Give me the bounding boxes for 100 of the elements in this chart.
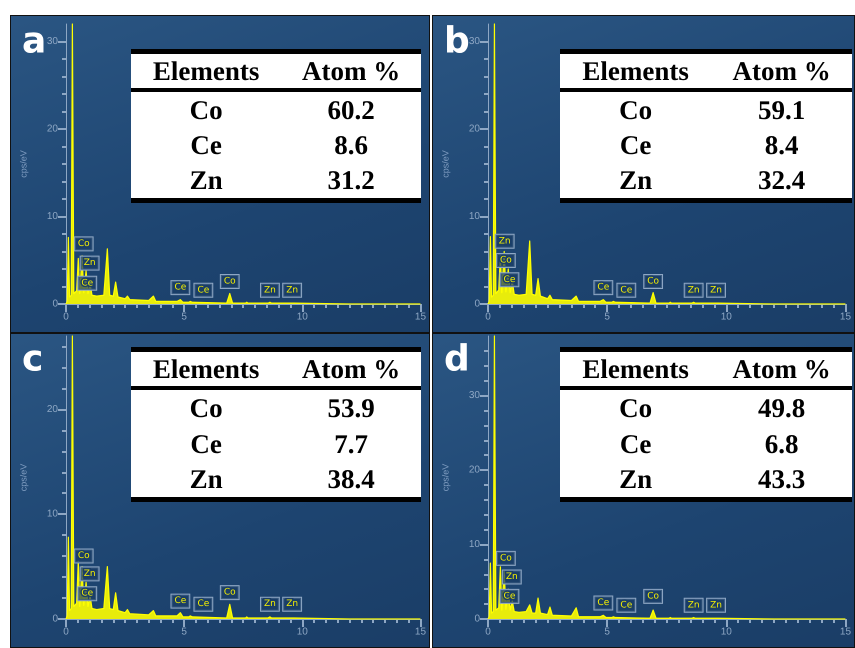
annotation: Ce [81, 588, 94, 599]
annotation: Co [500, 553, 512, 564]
annotation: Ce [620, 600, 633, 610]
y-tick-label: 20 [468, 464, 480, 476]
data-label: 8.4 [764, 129, 800, 162]
y-axis-title: cps/eV [440, 150, 450, 178]
annotation: Zn [506, 572, 518, 582]
annotation: Zn [498, 236, 511, 246]
chart-title: c [22, 338, 44, 380]
annotation: Ce [197, 285, 210, 296]
x-tick-label: 15 [840, 626, 852, 638]
text: Atom % [281, 54, 421, 90]
x-tick-label: 15 [414, 312, 426, 322]
annotation: Co [78, 550, 90, 561]
annotation: Co [78, 238, 90, 249]
data-label: 6.8 [764, 428, 800, 461]
annotation: Co [224, 276, 236, 286]
data-label: 38.4 [326, 463, 376, 496]
category-label: Ce [618, 428, 652, 461]
annotation: Zn [688, 285, 700, 296]
text: Atom % [711, 352, 852, 388]
data-label: 59.1 [757, 94, 806, 127]
category-label: Zn [188, 463, 224, 496]
data-label: 32.4 [757, 164, 806, 198]
annotation: Co [224, 588, 236, 598]
annotation: Zn [710, 600, 722, 610]
x-tick-label: 10 [720, 626, 732, 638]
y-tick-label: 30 [468, 390, 480, 402]
category-label: Zn [618, 463, 654, 496]
chart-title: a [22, 20, 46, 62]
y-axis-title: cps/eV [18, 150, 28, 178]
annotation: Ce [504, 591, 516, 602]
y-tick-label: 0 [474, 298, 480, 310]
x-tick-label: 5 [604, 312, 610, 322]
annotation: Zn [286, 285, 298, 296]
category-label: Ce [189, 129, 223, 162]
x-tick-label: 0 [485, 626, 492, 638]
y-tick-label: 0 [52, 614, 58, 624]
x-tick-label: 0 [63, 626, 70, 638]
annotation: Zn [84, 258, 96, 268]
annotation: Co [647, 591, 660, 602]
annotation: Zn [688, 600, 700, 610]
text: Atom % [281, 352, 421, 388]
y-tick-label: 0 [52, 298, 58, 310]
text: Elements [131, 54, 282, 90]
y-tick-label: 30 [46, 36, 58, 47]
y-tick-label: 20 [468, 124, 480, 134]
x-tick-label: 10 [296, 626, 308, 638]
y-axis-title: cps/eV [18, 464, 28, 492]
y-axis-title: cps/eV [440, 464, 450, 492]
y-tick-label: 10 [468, 211, 480, 222]
x-tick-label: 0 [485, 312, 492, 322]
data-label: 8.6 [333, 129, 369, 162]
text: Elements [131, 352, 282, 388]
annotation: Ce [597, 598, 610, 608]
x-tick-label: 10 [720, 312, 732, 322]
category-label: Co [188, 94, 224, 127]
category-label: Ce [189, 428, 223, 461]
annotation: Zn [264, 599, 276, 610]
category-label: Ce [618, 129, 652, 162]
x-tick-label: 5 [604, 626, 610, 638]
y-tick-label: 10 [46, 508, 58, 520]
annotation: Ce [197, 599, 210, 610]
category-label: Zn [188, 164, 224, 198]
data-label: 60.2 [326, 94, 376, 127]
annotation: Ce [174, 282, 187, 293]
data-label: 49.8 [757, 392, 806, 425]
text: Elements [560, 352, 712, 388]
annotation: Ce [81, 278, 94, 288]
y-tick-label: 10 [46, 211, 58, 222]
annotation: Co [500, 256, 512, 266]
annotation: Zn [286, 599, 298, 610]
y-tick-label: 20 [46, 124, 58, 134]
x-tick-label: 15 [414, 626, 426, 638]
annotation: Ce [174, 596, 187, 606]
text: Elements [560, 54, 712, 90]
x-tick-label: 5 [181, 312, 188, 322]
annotation: Ce [620, 285, 633, 296]
annotation: Zn [710, 285, 722, 296]
category-label: Zn [618, 164, 654, 198]
chart-title: d [444, 338, 470, 380]
category-label: Co [618, 94, 654, 127]
x-tick-label: 10 [296, 312, 308, 322]
y-tick-label: 0 [474, 614, 480, 624]
data-label: 7.7 [333, 428, 369, 461]
annotation: Zn [264, 285, 276, 296]
annotation: Zn [84, 568, 96, 579]
x-tick-label: 15 [840, 312, 852, 322]
y-tick-label: 10 [468, 539, 480, 550]
annotation: Co [647, 276, 660, 286]
category-label: Co [188, 392, 224, 425]
y-tick-label: 30 [468, 36, 480, 47]
text: Atom % [711, 54, 852, 90]
data-label: 53.9 [326, 392, 376, 425]
x-tick-label: 5 [181, 626, 188, 638]
x-tick-label: 0 [63, 312, 70, 322]
y-tick-label: 20 [46, 404, 58, 415]
data-label: 43.3 [757, 463, 806, 496]
chart-title: b [444, 20, 470, 62]
category-label: Co [618, 392, 654, 425]
